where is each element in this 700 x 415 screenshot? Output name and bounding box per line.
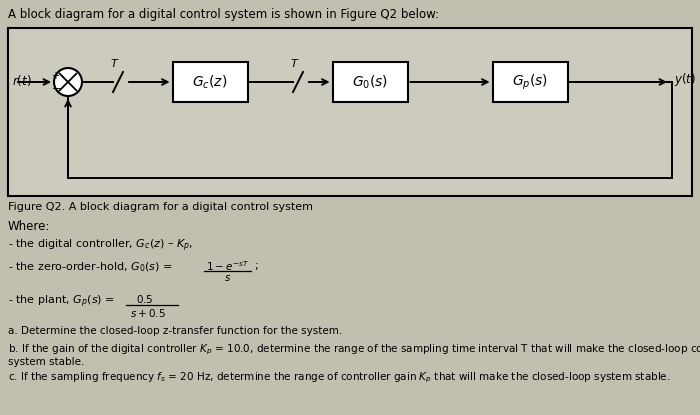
Text: $y(t)$: $y(t)$: [674, 71, 696, 88]
Bar: [8, 28, 692, 196]
Text: $G_c(z)$: $G_c(z)$: [193, 73, 228, 91]
Text: $G_0(s)$: $G_0(s)$: [352, 73, 388, 91]
Text: −: −: [52, 84, 62, 94]
Text: Figure Q2. A block diagram for a digital control system: Figure Q2. A block diagram for a digital…: [8, 202, 313, 212]
Text: - the digital controller, $G_c(z)$ – $K_p$,: - the digital controller, $G_c(z)$ – $K_…: [8, 238, 193, 254]
Text: a. Determine the closed-loop z-transfer function for the system.: a. Determine the closed-loop z-transfer …: [8, 326, 342, 336]
Text: $s+0.5$: $s+0.5$: [130, 307, 166, 319]
Circle shape: [54, 68, 82, 96]
Text: $T$: $T$: [290, 57, 300, 69]
Bar: [332, 62, 407, 102]
Text: - the zero-order-hold, $G_0(s)$ =: - the zero-order-hold, $G_0(s)$ =: [8, 260, 172, 273]
Text: $r(t)$: $r(t)$: [12, 73, 32, 88]
Text: +: +: [51, 71, 59, 81]
Text: b. If the gain of the digital controller $K_p$ = 10.0, determine the range of th: b. If the gain of the digital controller…: [8, 343, 700, 357]
Bar: [172, 62, 248, 102]
Text: $T$: $T$: [110, 57, 120, 69]
Text: Where:: Where:: [8, 220, 50, 233]
Text: $0.5$: $0.5$: [136, 293, 153, 305]
Text: $G_p(s)$: $G_p(s)$: [512, 72, 548, 92]
Bar: [493, 62, 568, 102]
Text: - the plant, $G_p(s)$ =: - the plant, $G_p(s)$ =: [8, 294, 115, 310]
Text: ;: ;: [254, 261, 258, 271]
Text: $1-e^{-sT}$: $1-e^{-sT}$: [206, 259, 249, 273]
Text: system stable.: system stable.: [8, 357, 85, 367]
Text: A block diagram for a digital control system is shown in Figure Q2 below:: A block diagram for a digital control sy…: [8, 8, 439, 21]
Text: $s$: $s$: [224, 273, 231, 283]
Text: c. If the sampling frequency $f_s$ = 20 Hz, determine the range of controller ga: c. If the sampling frequency $f_s$ = 20 …: [8, 371, 671, 386]
